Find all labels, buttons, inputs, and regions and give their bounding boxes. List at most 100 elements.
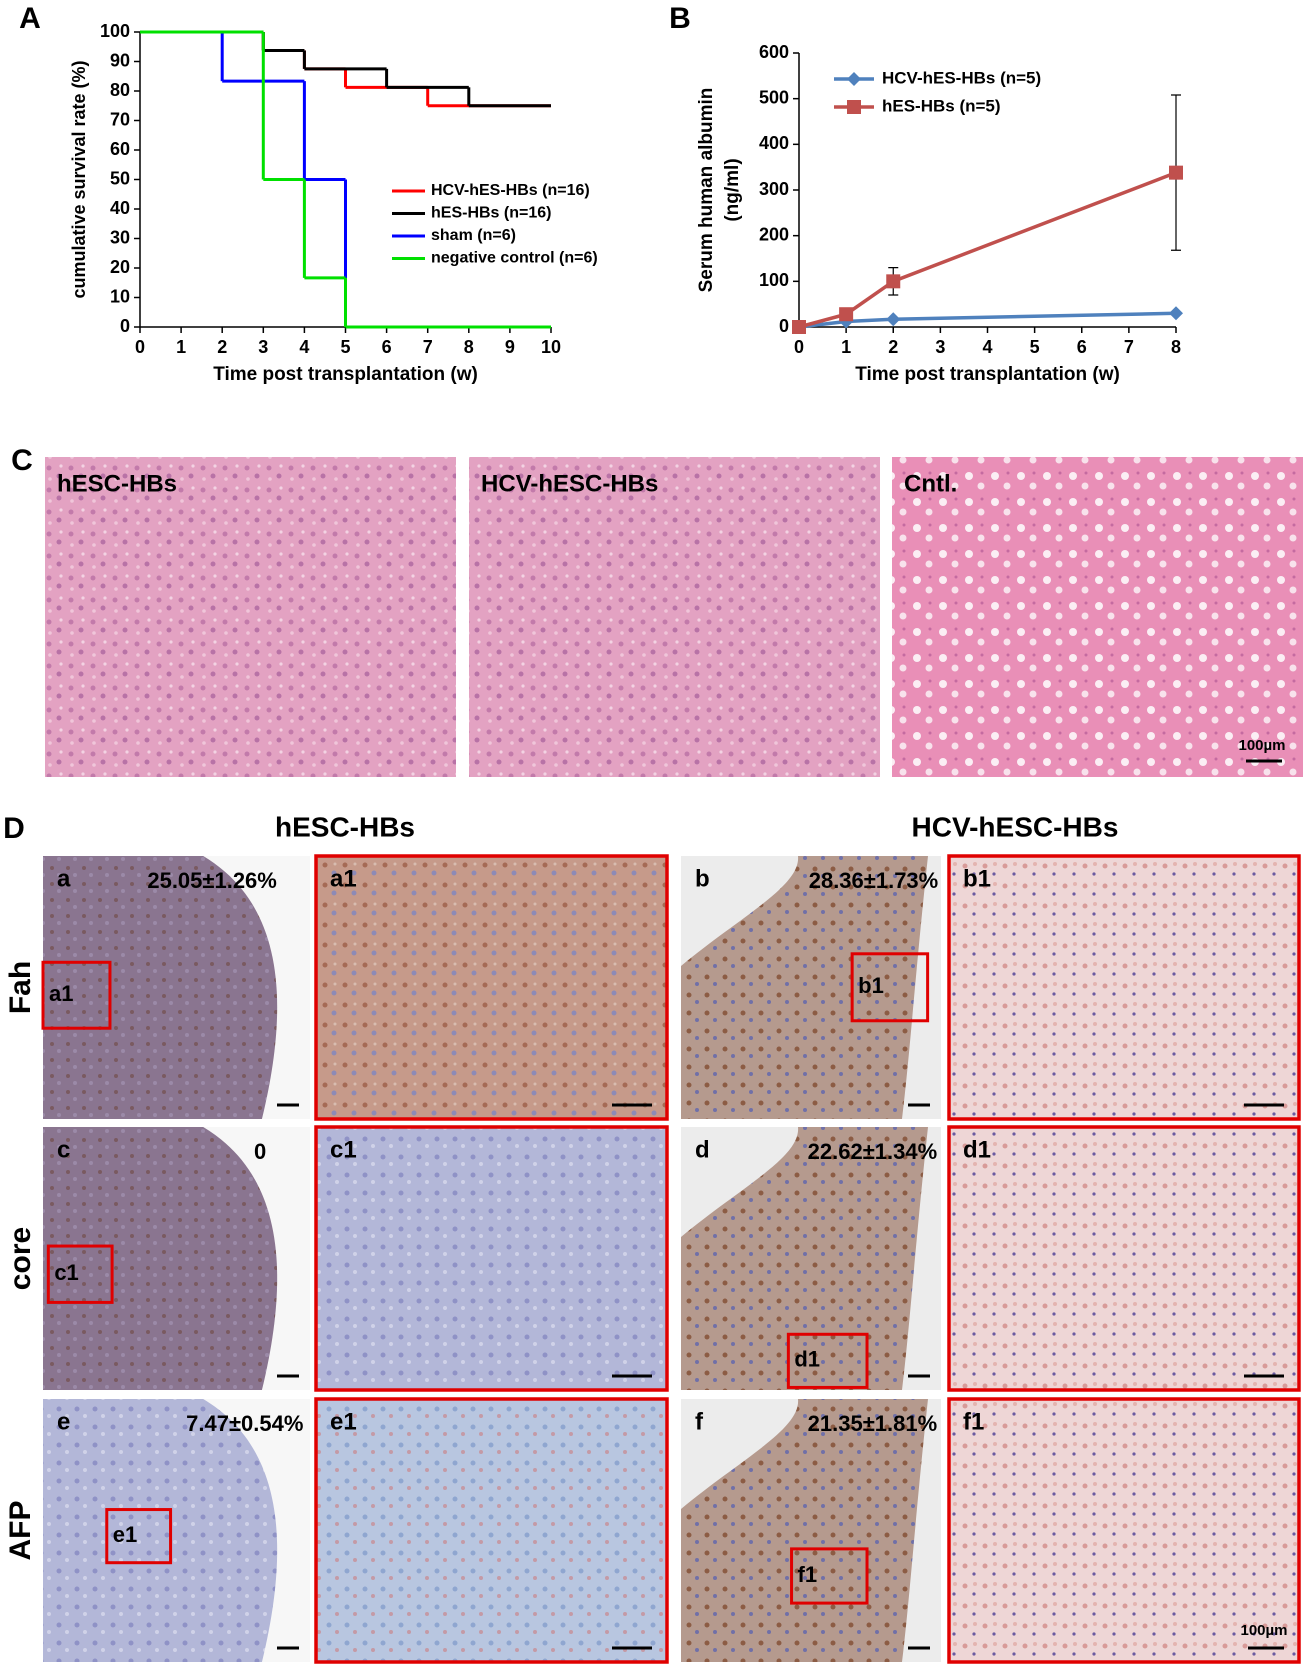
x-tick-label: 4: [299, 337, 309, 357]
y-tick-label: 80: [110, 80, 130, 100]
x-tick-label: 1: [176, 337, 186, 357]
overview-tile: [43, 856, 310, 1119]
tile-label: d: [695, 1136, 710, 1163]
y-tick-label: 90: [110, 50, 130, 70]
y-tick-label: 300: [759, 179, 789, 199]
quantification: 22.62±1.34%: [808, 1139, 938, 1164]
column-heading: HCV-hESC-HBs: [912, 811, 1119, 842]
tile-label: a: [57, 865, 71, 892]
x-tick-label: 7: [1124, 337, 1134, 357]
point: [839, 307, 854, 322]
row-label: Fah: [4, 961, 37, 1014]
x-tick-label: 2: [217, 337, 227, 357]
x-tick-label: 8: [464, 337, 474, 357]
micrograph-label: HCV-hESC-HBs: [481, 470, 658, 497]
x-tick-label: 2: [888, 337, 898, 357]
x-tick-label: 5: [340, 337, 350, 357]
inset-box: [790, 1547, 869, 1605]
x-tick-label: 3: [935, 337, 945, 357]
y-tick-label: 0: [779, 316, 789, 336]
overview-tile: [43, 1127, 310, 1390]
legend-label: hES-HBs (n=16): [431, 205, 551, 222]
x-tick-label: 10: [541, 337, 561, 357]
inset-label: a1: [49, 981, 73, 1006]
x-tick-label: 9: [505, 337, 515, 357]
point: [886, 312, 901, 327]
y-tick-label: 30: [110, 227, 130, 247]
inset-label: f1: [798, 1562, 818, 1587]
zoom-tile: [314, 1397, 669, 1664]
y-tick-label: 10: [110, 286, 130, 306]
inset-label: c1: [54, 1260, 78, 1285]
micrograph-label: hESC-HBs: [57, 470, 177, 497]
point: [1169, 306, 1183, 321]
quantification: 21.35±1.81%: [808, 1411, 938, 1436]
x-tick-label: 1: [841, 337, 851, 357]
legend-marker: [847, 72, 861, 86]
tissue-section: [681, 1127, 928, 1390]
legend-label: HCV-hES-HBs (n=5): [882, 68, 1041, 87]
inset-box: [105, 1508, 173, 1565]
series-line: [798, 171, 1177, 329]
column-heading: hESC-HBs: [275, 811, 415, 842]
zoom-tile: [314, 1125, 669, 1392]
x-tick-label: 7: [423, 337, 433, 357]
tile-label: c1: [330, 1136, 357, 1163]
tile-label: f1: [963, 1408, 984, 1435]
quantification: 7.47±0.54%: [186, 1411, 303, 1436]
legend-label: hES-HBs (n=5): [882, 96, 1001, 115]
point: [792, 320, 806, 334]
x-tick-label: 0: [794, 337, 804, 357]
scale-bar-label: 100µm: [1240, 1622, 1287, 1639]
micrograph-label: Cntl.: [904, 470, 957, 497]
he-micrograph: [469, 457, 880, 777]
y-tick-label: 600: [759, 42, 789, 62]
tissue-section: [43, 1399, 278, 1662]
panel-label: A: [19, 2, 41, 35]
x-tick-label: 6: [1077, 337, 1087, 357]
tile-label: b: [695, 865, 710, 892]
x-tick-label: 4: [982, 337, 992, 357]
legend-label: sham (n=6): [431, 227, 516, 244]
scale-bar-label: 100µm: [1238, 737, 1285, 754]
x-tick-label: 0: [135, 337, 145, 357]
overview-tile: [43, 1399, 310, 1662]
tile-label: e1: [330, 1408, 357, 1435]
y-tick-label: 40: [110, 198, 130, 218]
point: [886, 274, 901, 289]
tile-label: f: [695, 1408, 704, 1435]
y-tick-label: 0: [120, 316, 130, 336]
quantification: 25.05±1.26%: [147, 868, 277, 893]
x-axis-title: Time post transplantation (w): [213, 364, 478, 385]
x-tick-label: 3: [258, 337, 268, 357]
zoom-tile: [314, 854, 669, 1121]
overview-tile: [681, 1127, 941, 1390]
row-label: core: [4, 1227, 37, 1290]
series-line: [798, 311, 1177, 329]
tissue-section: [43, 1127, 278, 1390]
y-axis-title: Serum human albumin: [696, 88, 717, 293]
tissue-section: [43, 856, 278, 1119]
legend-label: negative control (n=6): [431, 250, 598, 267]
y-tick-label: 100: [759, 270, 789, 290]
tile-label: b1: [963, 865, 991, 892]
inset-box: [850, 952, 930, 1023]
y-tick-label: 60: [110, 139, 130, 159]
y-tick-label: 50: [110, 168, 130, 188]
inset-box: [786, 1332, 869, 1389]
inset-label: e1: [113, 1522, 137, 1547]
y-tick-label: 100: [100, 21, 130, 41]
y-axis-title: cumulative survival rate (%): [69, 60, 89, 298]
legend-label: HCV-hES-HBs (n=16): [431, 182, 590, 199]
quantification: 28.36±1.73%: [809, 868, 939, 893]
inset-label: b1: [858, 973, 884, 998]
x-axis-title: Time post transplantation (w): [855, 364, 1120, 385]
x-tick-label: 8: [1171, 337, 1181, 357]
overview-tile: [681, 856, 941, 1119]
inset-box: [41, 960, 112, 1030]
zoom-tile: [947, 1125, 1301, 1392]
tile-label: e: [57, 1408, 70, 1435]
y-tick-label: 400: [759, 133, 789, 153]
inset-box: [46, 1244, 114, 1304]
